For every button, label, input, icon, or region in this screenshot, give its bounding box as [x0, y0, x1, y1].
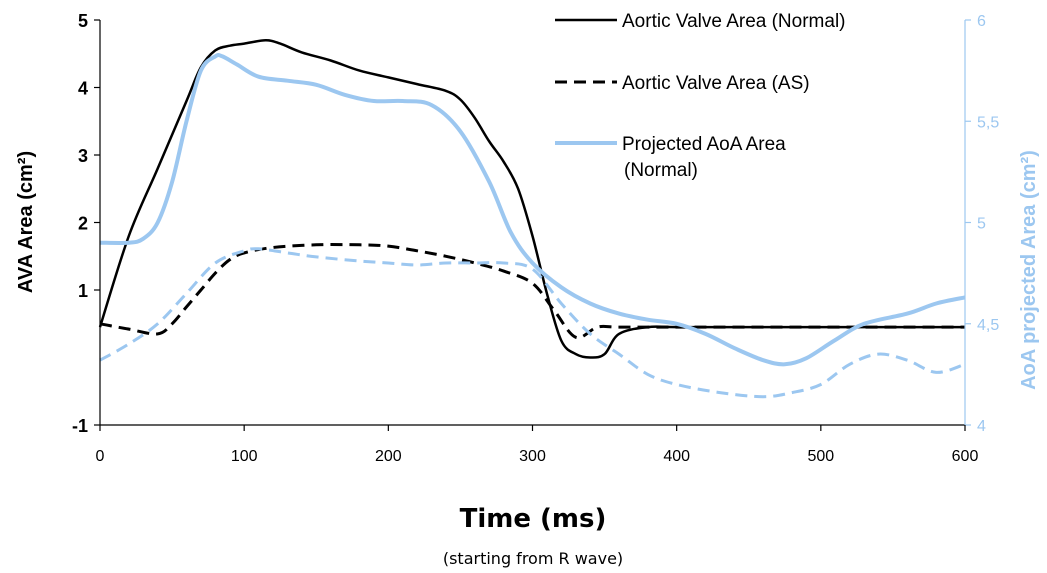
- y-axis-right-title: AoA projected Area (cm²): [1018, 150, 1040, 390]
- y-right-tick-label: 4: [977, 418, 986, 435]
- legend-label: Projected AoA Area: [622, 134, 786, 155]
- y-right-tick-label: 4,5: [977, 317, 999, 334]
- series-line-4: [99, 247, 966, 399]
- x-tick-label: 0: [96, 448, 105, 465]
- legend-label: Aortic Valve Area (AS): [622, 73, 810, 94]
- legend-label-line2: (Normal): [624, 160, 698, 181]
- y-left-tick-label: -1: [72, 416, 88, 436]
- x-tick-label: 400: [663, 448, 690, 465]
- axes: -1 1 2 3 4 5 4 4,5 5 5,5 6 0 100 200 300 400 500 600: [72, 11, 999, 465]
- x-tick-label: 600: [952, 448, 979, 465]
- y-left-tick-label: 1: [78, 281, 88, 301]
- x-tick-label: 100: [231, 448, 258, 465]
- series-line-2: [99, 243, 965, 340]
- plot-area: [98, 39, 966, 399]
- y-left-tick-label: 3: [78, 146, 88, 166]
- y-right-tick-label: 6: [977, 13, 986, 30]
- y-right-tick-label: 5: [977, 216, 986, 233]
- x-axis-title: Time (ms): [460, 504, 607, 534]
- x-axis-subtitle: (starting from R wave): [443, 549, 623, 568]
- series-line-1: [98, 39, 965, 359]
- series-line-3: [99, 53, 966, 367]
- legend-label: Aortic Valve Area (Normal): [622, 11, 846, 32]
- x-tick-label: 200: [375, 448, 402, 465]
- y-right-tick-label: 5,5: [977, 114, 999, 131]
- x-tick-label: 300: [519, 448, 546, 465]
- legend: Aortic Valve Area (Normal) Aortic Valve A…: [555, 11, 846, 181]
- y-left-tick-label: 4: [78, 79, 88, 99]
- y-axis-left-title: AVA Area (cm²): [15, 151, 37, 293]
- y-left-tick-label: 5: [78, 11, 88, 31]
- y-left-tick-label: 2: [78, 214, 88, 234]
- x-tick-label: 500: [807, 448, 834, 465]
